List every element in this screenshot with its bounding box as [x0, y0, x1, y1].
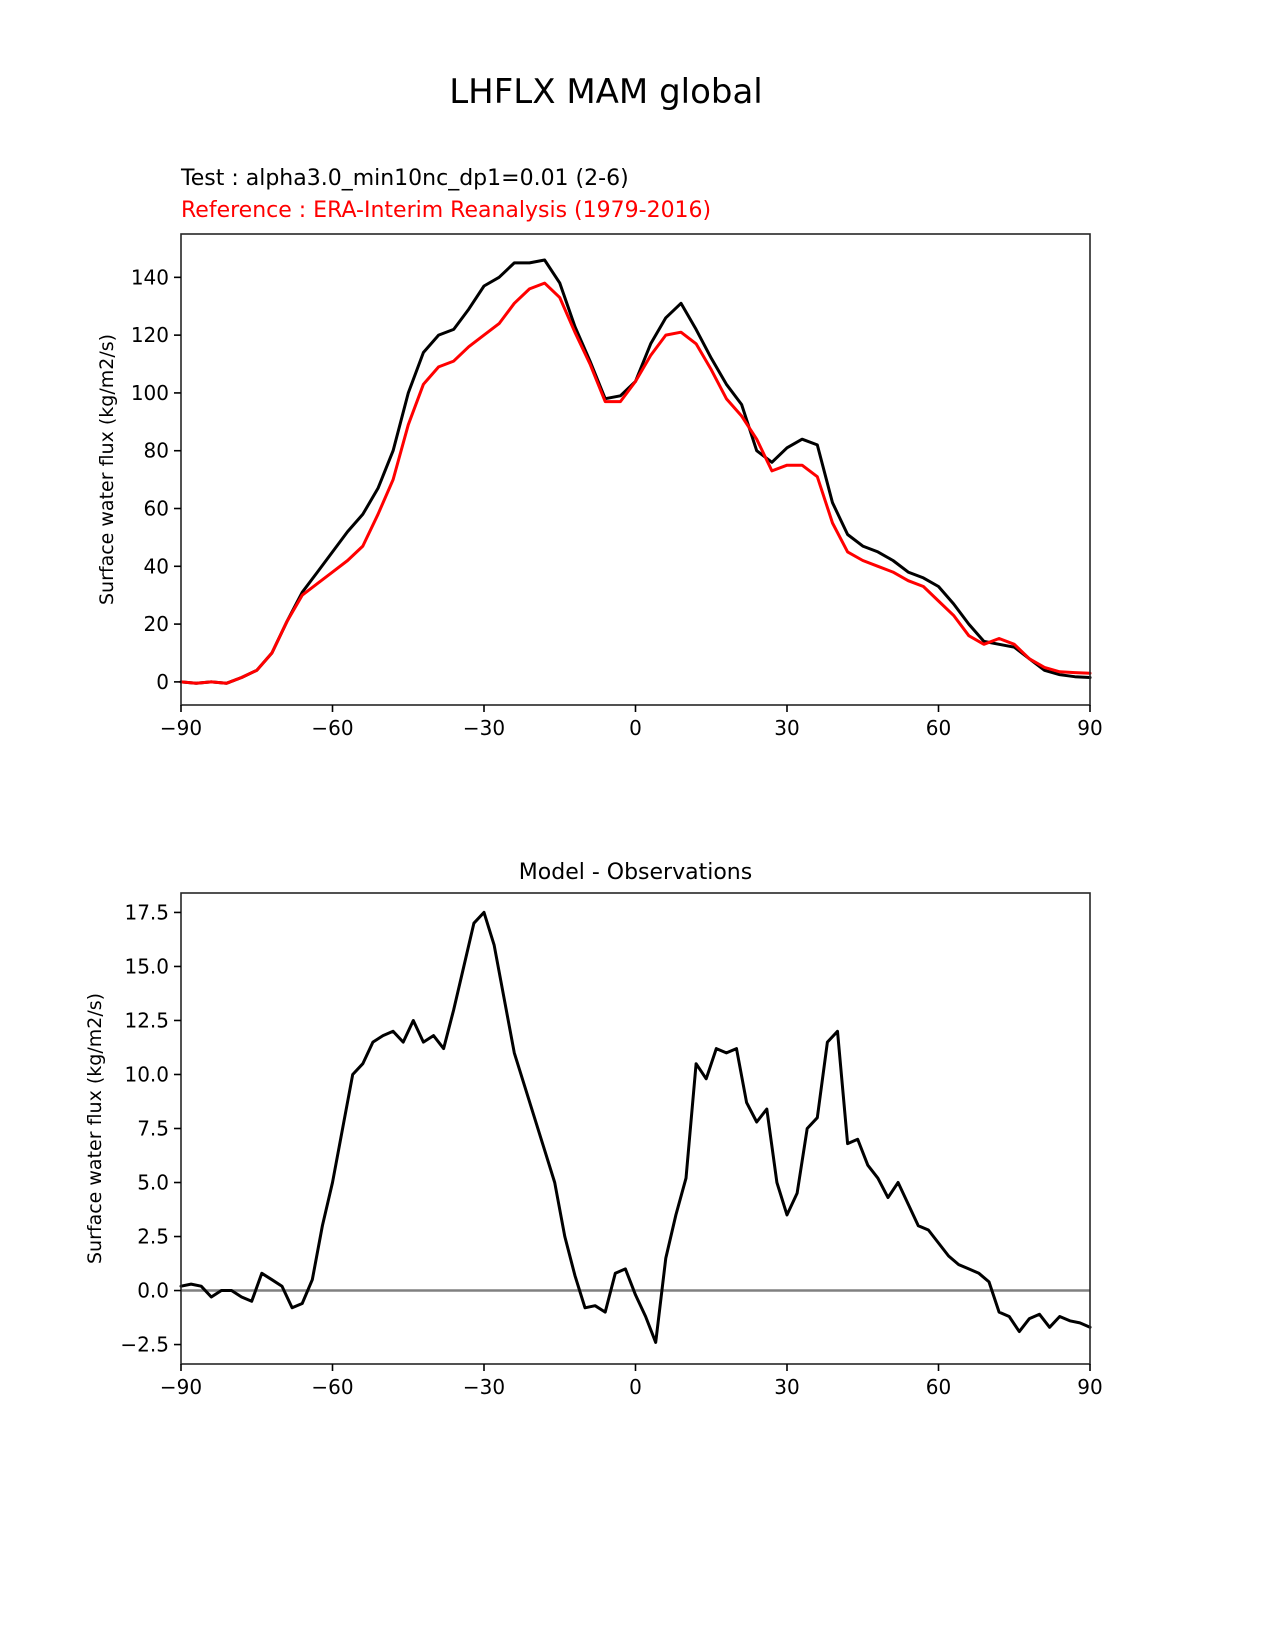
x-tick-label: 0 — [629, 1375, 642, 1399]
series-line-test — [179, 258, 1092, 685]
reference-subtitle: Reference : ERA-Interim Reanalysis (1979… — [181, 198, 712, 223]
x-tick-label: −90 — [160, 1375, 202, 1399]
y-tick-label: 100 — [131, 381, 169, 405]
y-tick-label: 60 — [144, 497, 169, 521]
y-tick-label: 40 — [144, 554, 169, 578]
x-tick-label: −30 — [463, 1375, 505, 1399]
x-tick-label: −30 — [463, 716, 505, 740]
y-tick-label: 12.5 — [124, 1008, 169, 1032]
y-axis-label: Surface water flux (kg/m2/s) — [96, 334, 118, 605]
y-tick-label: 2.5 — [137, 1225, 169, 1249]
bottom-axes: −90 −60 −30 0 30 60 90 −2.5 0.0 2.5 5.0 7.5 10.0 12.5… — [84, 892, 1103, 1399]
y-tick-label: 5.0 — [137, 1171, 169, 1195]
y-tick-label: 17.5 — [124, 900, 169, 924]
y-tick-label: 0 — [156, 670, 169, 694]
x-tick-label: 30 — [774, 716, 799, 740]
y-tick-label: 15.0 — [124, 954, 169, 978]
y-tick-label: 0.0 — [137, 1279, 169, 1303]
y-tick-label: 10.0 — [124, 1062, 169, 1086]
y-tick-label: 7.5 — [137, 1117, 169, 1141]
y-tick-label: 140 — [131, 265, 169, 289]
figure-title: LHFLX MAM global — [449, 72, 763, 112]
y-tick-label: 20 — [144, 612, 169, 636]
axes-frame — [180, 233, 1091, 706]
y-tick-label: 120 — [131, 323, 169, 347]
x-tick-label: 0 — [629, 716, 642, 740]
test-subtitle: Test : alpha3.0_min10nc_dp1=0.01 (2-6) — [181, 166, 629, 191]
top-axes: −90 −60 −30 0 30 60 90 0 20 40 60 80 100 120 140 Surfac… — [96, 233, 1103, 740]
x-tick-label: 60 — [926, 1375, 951, 1399]
series-line-reference — [179, 281, 1092, 685]
y-tick-label: 80 — [144, 439, 169, 463]
series-line-model-observations — [179, 910, 1092, 1344]
y-tick-label: −2.5 — [120, 1333, 169, 1357]
x-tick-label: −60 — [311, 1375, 353, 1399]
x-tick-label: 90 — [1077, 716, 1102, 740]
x-tick-label: 30 — [774, 1375, 799, 1399]
diff-plot-title: Model - Observations — [518, 860, 753, 885]
x-tick-label: 60 — [926, 716, 951, 740]
y-axis-label: Surface water flux (kg/m2/s) — [84, 993, 106, 1264]
x-tick-label: −90 — [160, 716, 202, 740]
x-tick-label: −60 — [311, 716, 353, 740]
x-tick-label: 90 — [1077, 1375, 1102, 1399]
